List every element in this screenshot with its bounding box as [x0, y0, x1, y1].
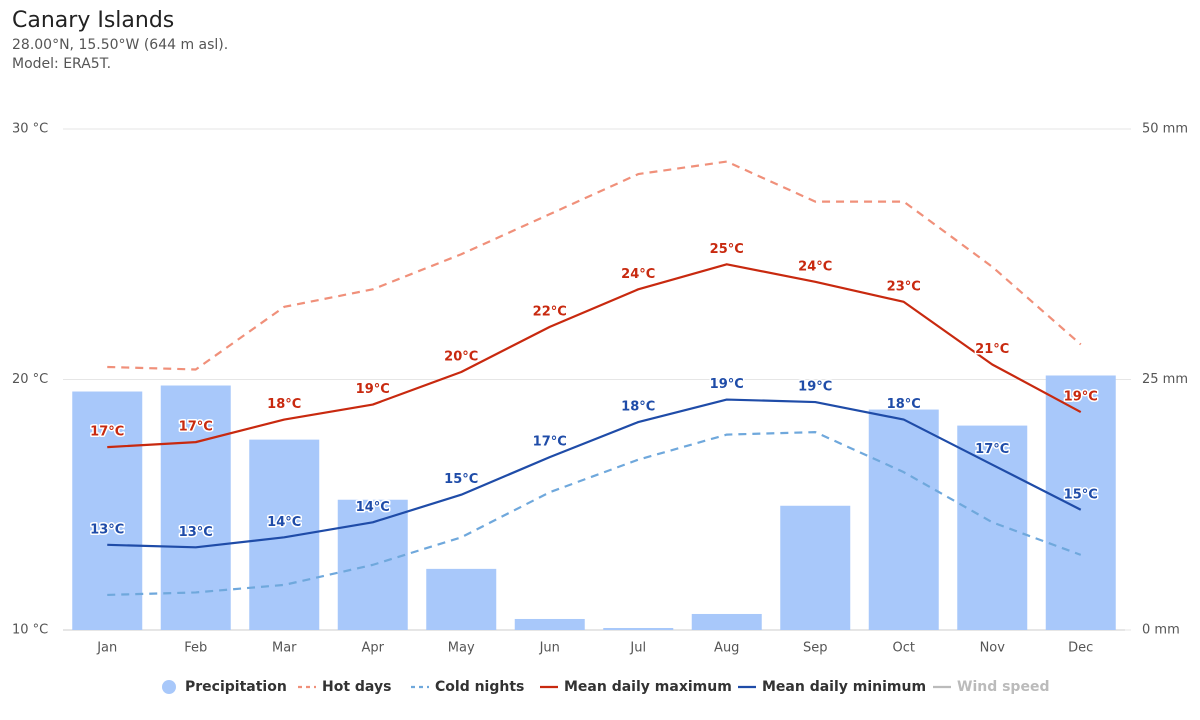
x-tick-label: Jun — [539, 641, 560, 656]
legend-label: Cold nights — [435, 679, 524, 695]
precipitation-bar — [868, 409, 939, 630]
x-tick-label: Apr — [362, 641, 385, 656]
x-tick-label: Dec — [1068, 641, 1093, 656]
data-label: 17°C — [179, 420, 213, 435]
precipitation-bar — [514, 618, 585, 630]
data-label: 19°C — [798, 380, 832, 395]
data-label: 18°C — [267, 397, 301, 412]
x-tick-label: Oct — [893, 641, 915, 656]
precipitation-bar — [603, 627, 674, 630]
chart-subtitle: 28.00°N, 15.50°W (644 m asl). — [12, 37, 228, 53]
data-label: 24°C — [798, 259, 832, 274]
precipitation-bar — [691, 613, 762, 630]
x-tick-label: Aug — [714, 641, 739, 656]
x-tick-label: May — [448, 641, 475, 656]
series-line — [107, 431, 1082, 597]
x-tick-label: Jul — [629, 641, 646, 656]
x-tick-label: Nov — [980, 641, 1006, 656]
precipitation-bar — [957, 425, 1028, 630]
series-line — [107, 398, 1082, 549]
legend-symbol — [162, 680, 176, 694]
precipitation-bar — [426, 568, 497, 630]
legend-label: Mean daily minimum — [762, 679, 926, 695]
data-label: 19°C — [356, 382, 390, 397]
data-label: 17°C — [90, 425, 124, 440]
data-label: 18°C — [887, 397, 921, 412]
data-label: 14°C — [267, 515, 301, 530]
legend-label: Hot days — [322, 679, 391, 695]
data-label: 19°C — [1064, 390, 1098, 405]
data-label: 21°C — [975, 342, 1009, 357]
precipitation-bar — [780, 505, 851, 630]
data-label: 19°C — [710, 377, 744, 392]
data-label: 25°C — [710, 242, 744, 257]
y-tick-label: 20 °C — [12, 372, 48, 387]
data-label: 13°C — [90, 522, 124, 537]
data-label: 17°C — [533, 435, 567, 450]
chart-subtitle: Model: ERA5T. — [12, 56, 111, 72]
series-line — [107, 263, 1082, 449]
x-tick-label: Mar — [272, 641, 297, 656]
y-tick-label: 30 °C — [12, 122, 48, 137]
data-label: 22°C — [533, 304, 567, 319]
data-label: 17°C — [975, 442, 1009, 457]
y2-tick-label: 50 mm — [1142, 122, 1188, 137]
y-tick-label: 10 °C — [12, 623, 48, 638]
data-label: 14°C — [356, 500, 390, 515]
y2-tick-label: 0 mm — [1142, 623, 1180, 638]
legend-label: Wind speed — [957, 679, 1049, 695]
data-label: 24°C — [621, 267, 655, 282]
chart-title: Canary Islands — [12, 8, 174, 33]
data-label: 15°C — [1064, 487, 1098, 502]
precipitation-bar — [249, 439, 320, 630]
precipitation-bar — [72, 391, 143, 630]
precipitation-bar — [1045, 375, 1116, 630]
legend-label: Precipitation — [185, 679, 287, 695]
precipitation-bar — [160, 385, 231, 630]
x-tick-label: Feb — [184, 641, 207, 656]
x-tick-label: Sep — [803, 641, 828, 656]
data-label: 20°C — [444, 349, 478, 364]
x-tick-label: Jan — [96, 641, 117, 656]
legend-label: Mean daily maximum — [564, 679, 732, 695]
data-label: 15°C — [444, 472, 478, 487]
series-line — [107, 160, 1082, 371]
y2-tick-label: 25 mm — [1142, 372, 1188, 387]
data-label: 18°C — [621, 400, 655, 415]
data-label: 23°C — [887, 279, 921, 294]
data-label: 13°C — [179, 525, 213, 540]
